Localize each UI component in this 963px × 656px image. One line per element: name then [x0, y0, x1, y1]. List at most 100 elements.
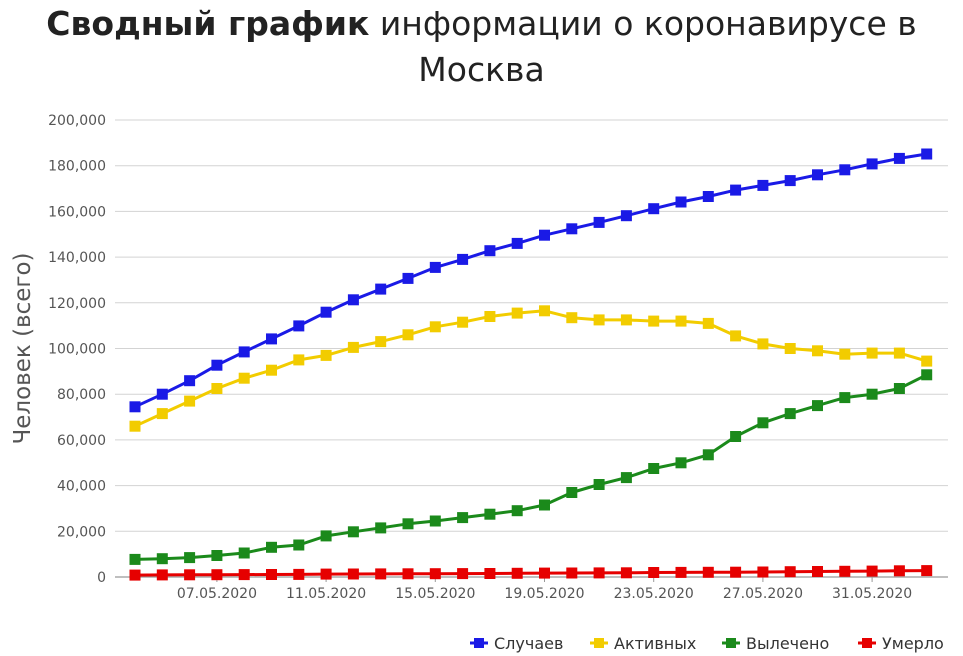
data-point: [402, 518, 414, 530]
data-point: [812, 169, 823, 181]
data-point: [457, 568, 469, 580]
data-point: [293, 568, 305, 580]
data-point: [539, 229, 550, 241]
data-point: [347, 568, 359, 580]
x-tick-label: 11.05.2020: [286, 586, 366, 602]
data-point: [347, 526, 359, 538]
data-point: [375, 336, 387, 348]
data-point: [457, 512, 469, 524]
data-point: [484, 311, 496, 322]
data-point: [839, 565, 851, 577]
data-point: [293, 354, 305, 366]
data-point: [266, 541, 277, 553]
data-point: [730, 566, 742, 578]
data-point: [184, 569, 196, 581]
chart-title-line2: Москва: [418, 50, 545, 89]
y-tick-label: 120,000: [48, 296, 106, 312]
data-point: [893, 152, 905, 164]
data-point: [757, 566, 769, 578]
data-point: [921, 148, 933, 160]
chart-title-rest: информации о коронавирусе в: [369, 4, 917, 43]
data-point: [238, 569, 250, 581]
data-point: [593, 479, 605, 490]
data-point: [320, 530, 332, 542]
data-point: [921, 369, 933, 381]
data-point: [648, 463, 660, 474]
y-tick-label: 80,000: [57, 387, 106, 403]
data-point: [675, 457, 687, 469]
x-tick-label: 19.05.2020: [504, 586, 584, 602]
data-point: [211, 550, 223, 561]
data-point: [675, 315, 687, 327]
data-point: [839, 164, 851, 176]
data-point: [730, 431, 742, 442]
data-point: [320, 568, 332, 580]
data-point: [675, 196, 687, 208]
legend-label: Активных: [614, 634, 696, 653]
data-point: [757, 179, 769, 191]
data-point: [893, 565, 905, 577]
legend-label: Вылечено: [746, 634, 829, 653]
data-point: [893, 383, 905, 394]
data-point: [429, 515, 441, 527]
data-point: [593, 216, 605, 228]
data-point: [566, 487, 578, 498]
data-point: [429, 321, 441, 333]
data-point: [812, 566, 823, 577]
data-point: [757, 338, 769, 350]
data-point: [266, 364, 277, 376]
data-point: [511, 505, 523, 517]
data-point: [156, 388, 168, 400]
data-point: [730, 184, 742, 196]
data-point: [156, 569, 168, 581]
y-tick-label: 180,000: [48, 159, 106, 175]
data-point: [730, 330, 742, 342]
data-point: [566, 567, 578, 579]
data-point: [266, 333, 277, 345]
data-point: [784, 566, 796, 578]
data-point: [184, 552, 196, 564]
data-point: [866, 158, 878, 170]
series-line-1: [134, 152, 927, 409]
data-point: [511, 237, 523, 249]
data-point: [429, 568, 441, 580]
data-point: [784, 175, 796, 187]
data-point: [812, 400, 823, 412]
data-point: [347, 294, 359, 306]
data-point: [402, 272, 414, 284]
data-point: [129, 569, 141, 581]
data-point: [839, 348, 851, 360]
data-point: [893, 347, 905, 359]
data-point: [211, 359, 223, 371]
data-point: [402, 329, 414, 341]
data-point: [457, 253, 469, 265]
data-point: [184, 375, 196, 387]
data-point: [921, 355, 933, 367]
data-point: [648, 203, 660, 215]
data-point: [921, 565, 933, 577]
data-point: [620, 567, 632, 579]
data-point: [129, 401, 141, 413]
y-tick-label: 100,000: [48, 342, 106, 358]
data-point: [675, 566, 687, 578]
data-point: [211, 569, 223, 581]
y-tick-label: 60,000: [57, 433, 106, 449]
series-line-4: [134, 569, 927, 577]
data-point: [539, 499, 550, 511]
y-tick-label: 40,000: [57, 479, 106, 495]
data-point: [457, 316, 469, 328]
data-point: [484, 508, 496, 520]
data-point: [648, 315, 660, 327]
data-point: [429, 261, 441, 273]
data-point: [620, 472, 632, 484]
data-point: [129, 553, 141, 565]
data-point: [238, 547, 250, 559]
legend-swatch-marker: [726, 638, 736, 648]
data-point: [156, 408, 168, 420]
data-point: [566, 223, 578, 235]
data-point: [320, 349, 332, 361]
data-point: [866, 388, 878, 400]
data-point: [293, 320, 305, 332]
y-tick-label: 20,000: [57, 524, 106, 540]
